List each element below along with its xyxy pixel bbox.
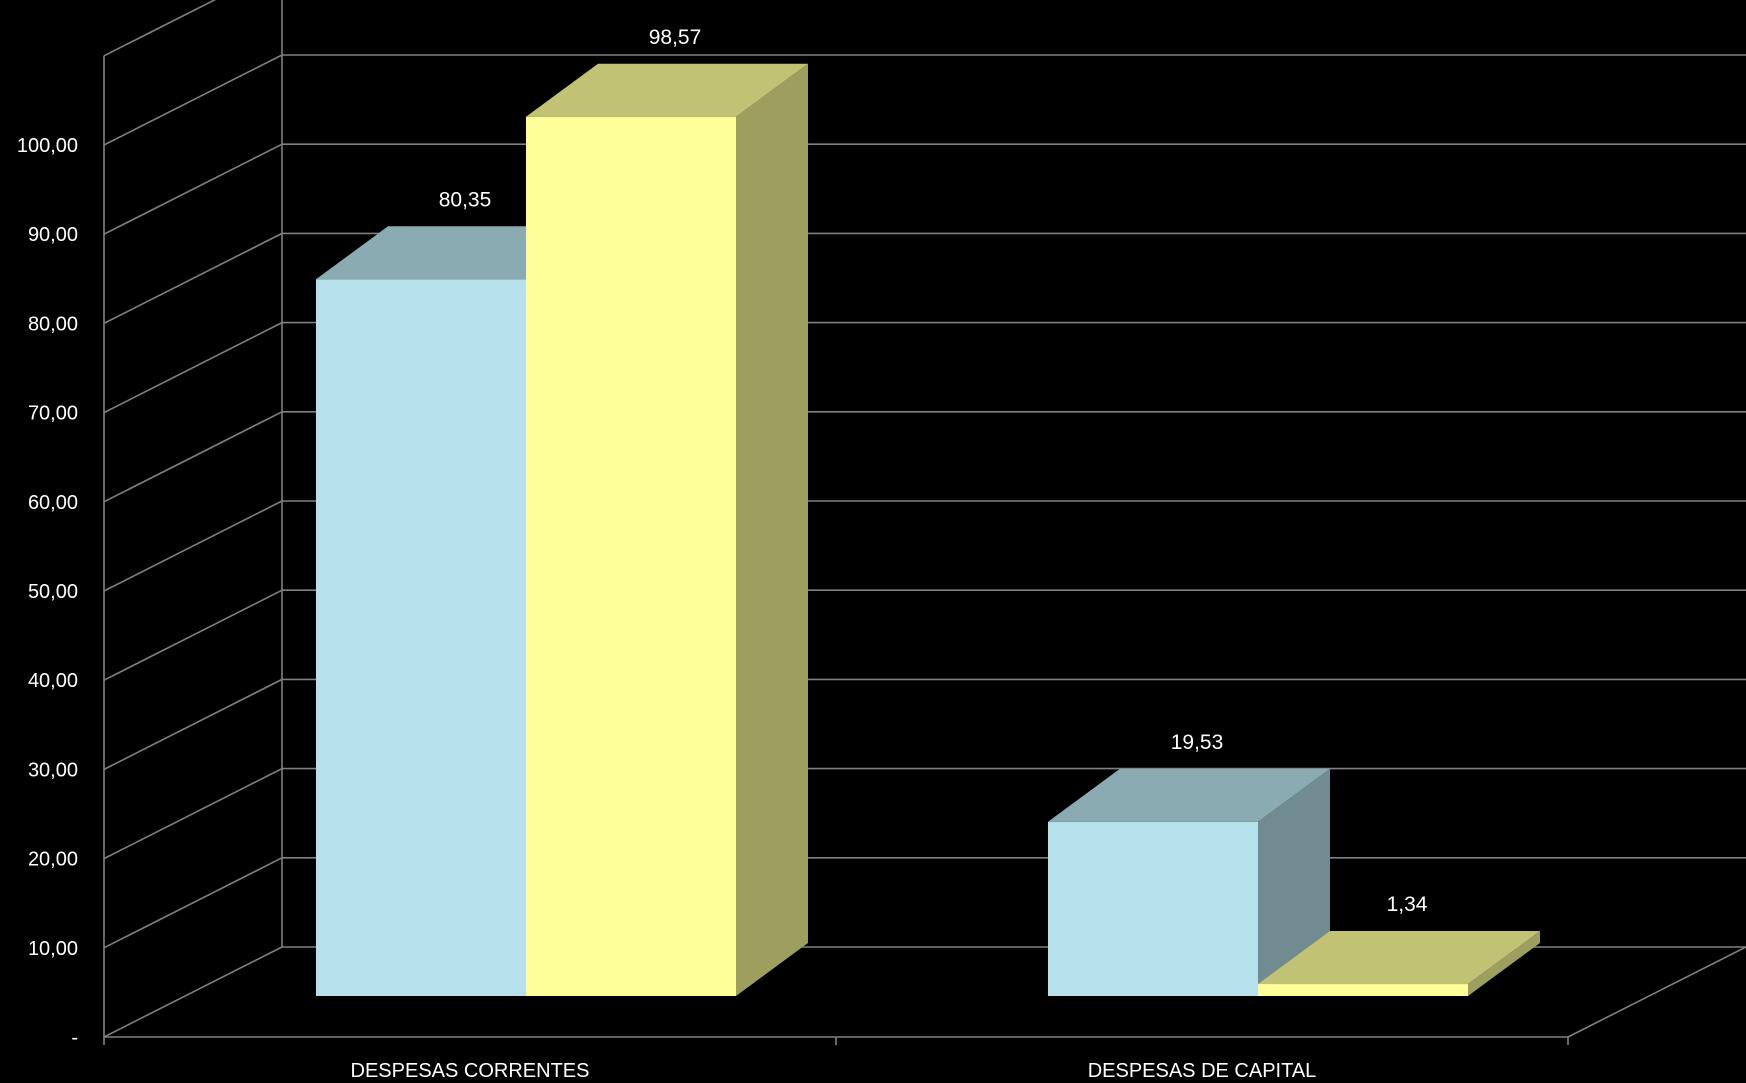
y-tick-label: 30,00: [28, 759, 78, 781]
bar-front-face: [1258, 984, 1468, 996]
y-tick-label: 90,00: [28, 224, 78, 246]
bar-top-face: [526, 63, 808, 117]
bar-side-face: [736, 63, 808, 996]
gridline-side: [103, 143, 283, 235]
y-tick-label: -: [71, 1027, 78, 1049]
category-label: DESPESAS DE CAPITAL: [1088, 1060, 1317, 1082]
gridline-side: [103, 232, 283, 325]
y-tick-label: 60,00: [28, 492, 78, 514]
y-tick-label: 40,00: [28, 670, 78, 692]
gridline-side: [103, 678, 283, 771]
y-tick-label: 10,00: [28, 938, 78, 960]
bar-side-face: [1258, 768, 1330, 996]
data-label: 98,57: [649, 26, 702, 49]
gridline-side: [103, 0, 217, 57]
gridline-side: [103, 589, 283, 681]
bars: [316, 63, 1540, 996]
bar-front-face: [1048, 821, 1258, 996]
bar-front-face: [316, 279, 526, 996]
y-tick-label: 80,00: [28, 313, 78, 335]
y-tick-label: 20,00: [28, 849, 78, 871]
category-labels: DESPESAS CORRENTES DESPESAS DE CAPITAL: [351, 1060, 1317, 1082]
y-tick-label: 50,00: [28, 581, 78, 603]
y-tick-label: 70,00: [28, 403, 78, 425]
bar-side-face: [1468, 931, 1540, 996]
axis-lines: [103, 0, 1746, 1045]
y-axis-tick-labels: - 10,00 20,00 30,00 40,00 50,00 60,00 70,00 80,0…: [17, 135, 78, 1049]
bar: [1258, 931, 1540, 996]
bar-front-face: [526, 116, 736, 996]
data-label: 80,35: [439, 188, 492, 211]
gridline-side: [103, 321, 283, 414]
gridline-side: [103, 500, 283, 592]
gridline-side: [103, 54, 283, 146]
category-label: DESPESAS CORRENTES: [351, 1060, 590, 1082]
data-label: 1,34: [1387, 893, 1428, 916]
bar: [1048, 768, 1330, 996]
gridline-side: [103, 411, 283, 503]
gridline-side: [103, 857, 283, 949]
bar-top-face: [1048, 768, 1330, 822]
y-tick-label: 100,00: [17, 135, 78, 157]
gridline-side: [103, 946, 283, 1038]
floor-right-edge: [1567, 946, 1746, 1038]
data-label: 19,53: [1171, 731, 1224, 754]
data-labels: 80,35 98,57 19,53 1,34: [439, 26, 1428, 916]
bar-top-face: [1258, 931, 1540, 985]
gridline-side: [103, 767, 283, 860]
bar: [526, 63, 808, 996]
